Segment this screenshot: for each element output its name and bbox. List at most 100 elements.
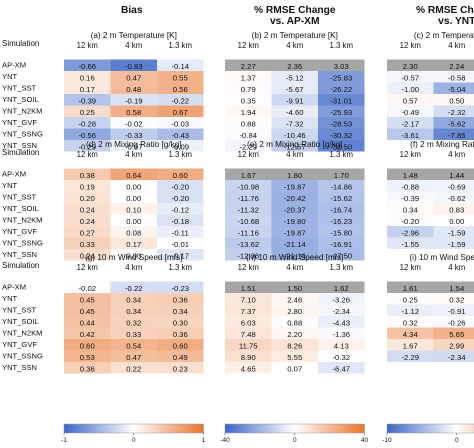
- heatmap-cell: [225, 327, 272, 339]
- heatmap-cell: [225, 339, 272, 351]
- cell-value: 0.58: [126, 108, 141, 117]
- resolution-header: 12 km: [238, 41, 259, 50]
- heatmap-cell: [64, 180, 111, 192]
- column-title-2: % RMSE Change: [254, 5, 336, 16]
- heatmap-cell: [110, 180, 157, 192]
- heatmap-cell: [433, 191, 474, 203]
- cell-value: 2.20: [287, 330, 302, 339]
- cell-value: 2.46: [287, 295, 302, 304]
- cell-value: -0.07: [125, 142, 143, 151]
- heatmap-cell: [157, 71, 204, 83]
- simulation-label: YNT: [2, 294, 18, 303]
- simulation-label: YNT_SST: [2, 306, 37, 315]
- cell-value: -25.93: [330, 108, 352, 117]
- resolution-header: 4 km: [125, 41, 142, 50]
- heatmap-cell: [64, 168, 111, 180]
- cell-value: 0.24: [80, 217, 96, 226]
- colorbar: [224, 423, 365, 434]
- heatmap-cell: [433, 350, 474, 362]
- cell-value: -4.43: [332, 318, 350, 327]
- cell-value: -12.57: [284, 142, 306, 151]
- heatmap-cell: [157, 105, 204, 117]
- cell-value: 0.00: [126, 251, 141, 260]
- heatmap-cell: [64, 117, 111, 129]
- heatmap-cell: [318, 226, 365, 238]
- resolution-header: 4 km: [448, 150, 465, 159]
- cell-value: 0.16: [80, 73, 95, 82]
- cell-value: 6.03: [241, 318, 256, 327]
- colorbar-tick-label: -40: [220, 437, 230, 444]
- heatmap-cell: [318, 117, 365, 129]
- heatmap-cell: [271, 214, 318, 226]
- cell-value: 0.45: [80, 295, 95, 304]
- resolution-header: 4 km: [125, 263, 142, 272]
- cell-value: -16.74: [330, 205, 353, 214]
- heatmap-cell: [271, 140, 318, 152]
- panel-label: (a) 2 m Temperature [K]: [91, 31, 177, 40]
- heatmap-cell: [110, 249, 157, 261]
- heatmap-cell: [64, 191, 111, 203]
- cell-value: 4.13: [334, 341, 349, 350]
- heatmap-cell: [225, 304, 272, 316]
- cell-value: 1.44: [449, 171, 465, 180]
- heatmap-cell: [271, 249, 318, 261]
- cell-value: 0.33: [80, 240, 95, 249]
- cell-value: 5.65: [449, 330, 464, 339]
- heatmap-cell: [433, 59, 474, 71]
- heatmap-cell: [64, 237, 111, 249]
- heatmap-cell: [271, 316, 318, 328]
- heatmap-cell: [318, 105, 365, 117]
- heatmap-cell: [387, 350, 434, 362]
- cell-value: -0.14: [171, 62, 189, 71]
- cell-value: -14.86: [330, 182, 352, 191]
- resolution-header: 4 km: [448, 263, 465, 272]
- column-title-3: vs. YNT: [438, 16, 474, 27]
- heatmap-cell: [64, 304, 111, 316]
- cell-value: 0.32: [449, 295, 464, 304]
- cell-value: 0.07: [287, 364, 302, 373]
- heatmap-cell: [318, 94, 365, 106]
- cell-value: 0.27: [80, 228, 95, 237]
- cell-value: -0.26: [448, 318, 466, 327]
- resolution-header: 12 km: [77, 41, 98, 50]
- heatmap-cell: [271, 237, 318, 249]
- cell-value: 0.38: [80, 171, 95, 180]
- cell-value: 0.30: [173, 318, 188, 327]
- cell-value: -0.49: [401, 108, 419, 117]
- heatmap-cell: [318, 237, 365, 249]
- heatmap-cell: [110, 226, 157, 238]
- cell-value: -2.96: [401, 228, 419, 237]
- cell-value: 0.47: [126, 353, 141, 362]
- cell-value: -1.00: [401, 85, 419, 94]
- cell-value: -0.09: [171, 142, 189, 151]
- heatmap-cell: [157, 214, 204, 226]
- cell-value: 0.60: [80, 341, 95, 350]
- cell-value: 0.00: [126, 194, 141, 203]
- heatmap-cell: [433, 293, 474, 305]
- heatmap-cell: [387, 168, 434, 180]
- heatmap-cell: [64, 362, 111, 374]
- simulation-label: YNT: [2, 181, 18, 190]
- heatmap-cell: [387, 203, 434, 215]
- heatmap-cell: [433, 214, 474, 226]
- heatmap-cell: [157, 362, 204, 374]
- cell-value: -0.39: [78, 96, 96, 105]
- heatmap-cell: [318, 168, 365, 180]
- cell-value: -3.61: [401, 131, 419, 140]
- heatmap-cell: [157, 316, 204, 328]
- cell-value: 0.54: [126, 341, 142, 350]
- heatmap-cell: [157, 304, 204, 316]
- cell-value: -0.29: [78, 142, 96, 151]
- heatmap-cell: [318, 128, 365, 140]
- heatmap-cell: [433, 117, 474, 129]
- heatmap-cell: [387, 226, 434, 238]
- simulation-label: YNT_SSNG: [2, 239, 43, 248]
- resolution-header: 1.3 km: [169, 150, 192, 159]
- cell-value: 0.64: [126, 171, 142, 180]
- cell-value: -1.36: [332, 330, 350, 339]
- cell-value: 7.37: [241, 307, 256, 316]
- cell-value: -19.80: [284, 217, 306, 226]
- cell-value: -17.50: [330, 251, 352, 260]
- cell-value: 1.61: [403, 284, 418, 293]
- resolution-header: 4 km: [286, 41, 303, 50]
